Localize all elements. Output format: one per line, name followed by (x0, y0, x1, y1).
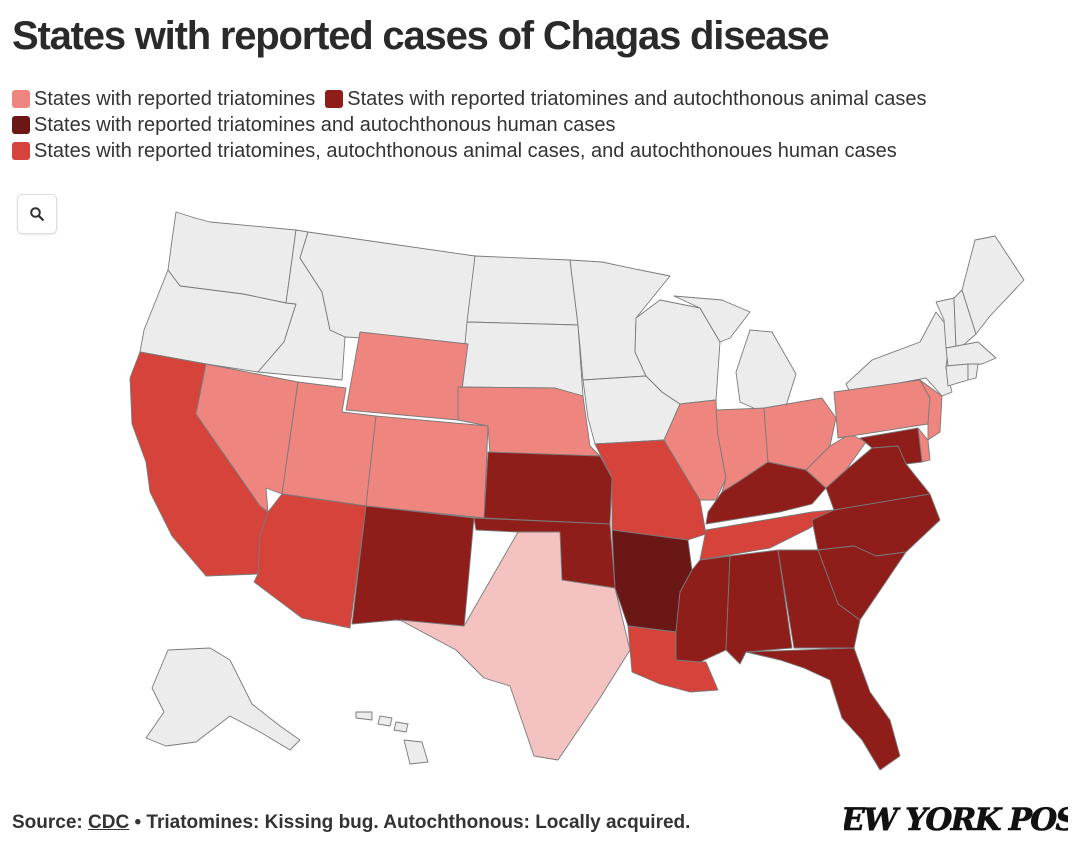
state-north-dakota[interactable] (466, 255, 579, 326)
state-kentucky[interactable] (705, 461, 827, 525)
footer-note: • Triatomines: Kissing bug. Autochthonou… (134, 812, 691, 833)
source-link[interactable]: CDC (88, 812, 130, 833)
source-footer: Source: CDC • Triatomines: Kissing bug. … (12, 812, 690, 834)
legend-row: States with reported triatomines and aut… (12, 112, 1072, 138)
page-title: States with reported cases of Chagas dis… (12, 14, 830, 58)
legend-swatch-triatomines (12, 90, 30, 108)
legend-item-all: States with reported triatomines, autoch… (12, 138, 897, 164)
state-colorado[interactable] (365, 415, 489, 519)
legend-label-triatomines: States with reported triatomines (34, 88, 316, 110)
legend-label-animal: States with reported triatomines and aut… (347, 88, 927, 110)
legend-label-human: States with reported triatomines and aut… (34, 114, 616, 136)
state-kansas[interactable] (483, 451, 613, 525)
legend-swatch-all (12, 142, 30, 160)
legend-swatch-human (12, 116, 30, 134)
state-connecticut[interactable] (945, 363, 969, 387)
legend-row: States with reported triatomines, autoch… (12, 138, 1072, 164)
state-alaska[interactable] (145, 647, 301, 751)
legend-item-human: States with reported triatomines and aut… (12, 112, 615, 138)
state-virginia[interactable] (825, 445, 931, 511)
state-wyoming[interactable] (345, 331, 469, 421)
search-icon (30, 207, 44, 221)
state-massachusetts[interactable] (945, 341, 997, 367)
state-south-dakota[interactable] (457, 321, 584, 397)
state-rhode-island[interactable] (967, 363, 979, 381)
new-york-post-logo: NEW YORK POST (844, 802, 1068, 838)
state-florida[interactable] (745, 647, 901, 771)
legend: States with reported triatomines States … (12, 86, 1072, 164)
legend-row: States with reported triatomines States … (12, 86, 1072, 112)
state-maine[interactable] (961, 235, 1025, 335)
source-prefix: Source: (12, 812, 83, 833)
search-button[interactable] (17, 194, 57, 234)
state-texas[interactable] (399, 531, 631, 761)
state-new-mexico[interactable] (351, 505, 475, 629)
legend-item-animal: States with reported triatomines and aut… (325, 86, 926, 112)
state-new-hampshire[interactable] (953, 289, 977, 349)
state-hawaii[interactable] (355, 711, 429, 765)
state-arizona[interactable] (253, 493, 367, 629)
states-layer (129, 211, 1025, 771)
legend-item-triatomines: States with reported triatomines (12, 86, 315, 112)
state-georgia[interactable] (777, 549, 861, 649)
legend-label-all: States with reported triatomines, autoch… (34, 140, 897, 162)
logo-text: NEW YORK POST (844, 802, 1068, 838)
legend-swatch-animal (325, 90, 344, 108)
